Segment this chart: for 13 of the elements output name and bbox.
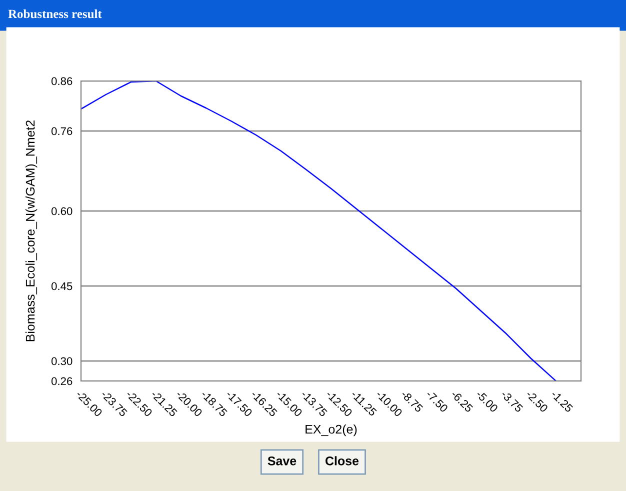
x-tick-label: -5.00 <box>476 390 498 413</box>
y-tick-label: 0.30 <box>51 357 72 366</box>
x-tick-label: -2.50 <box>526 390 548 413</box>
y-tick-label: 0.76 <box>51 127 72 136</box>
text: Close <box>325 456 359 466</box>
text: Save <box>268 456 296 466</box>
y-axis-title: Biomass_Ecoli_core_N(w/GAM)_Nmet2 <box>26 120 38 342</box>
y-tick-label: 0.45 <box>51 282 72 290</box>
chart-title: Robustness result <box>8 9 102 18</box>
y-tick-label: 0.26 <box>51 377 72 386</box>
x-axis-title: EX_o2(e) <box>306 424 357 436</box>
y-tick-label: 0.60 <box>51 207 72 216</box>
y-tick-label: 0.86 <box>51 77 72 86</box>
